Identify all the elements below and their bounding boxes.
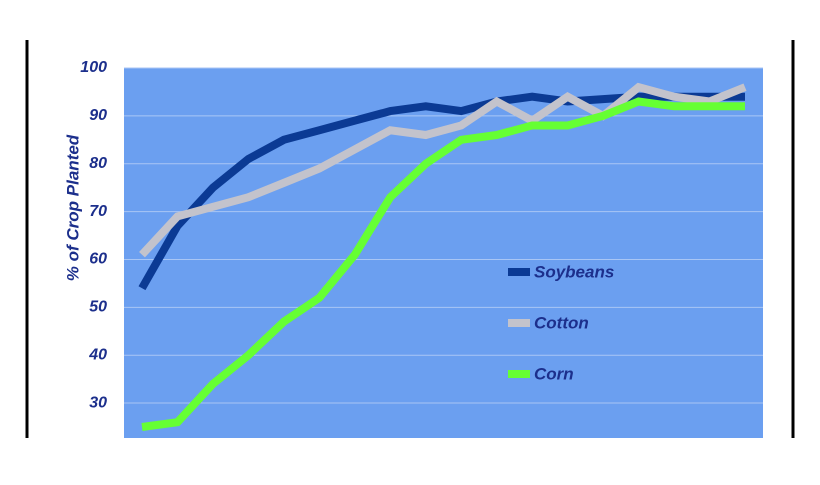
y-tick-label: 90 bbox=[89, 107, 107, 124]
legend-label: Soybeans bbox=[534, 262, 614, 281]
y-tick-label: 50 bbox=[89, 299, 107, 316]
series-line bbox=[138, 92, 745, 291]
legend-label: Cotton bbox=[534, 313, 589, 332]
y-tick-label: 100 bbox=[80, 59, 107, 76]
y-tick-label: 30 bbox=[89, 394, 107, 411]
series-line bbox=[141, 97, 745, 431]
series-line bbox=[139, 82, 747, 258]
y-axis-label: % of Crop Planted bbox=[63, 134, 82, 281]
y-tick-label: 70 bbox=[89, 203, 107, 220]
legend-label: Corn bbox=[534, 364, 574, 383]
y-tick-label: 60 bbox=[89, 251, 107, 268]
y-tick-label: 80 bbox=[89, 155, 107, 172]
y-tick-label: 40 bbox=[88, 346, 107, 363]
